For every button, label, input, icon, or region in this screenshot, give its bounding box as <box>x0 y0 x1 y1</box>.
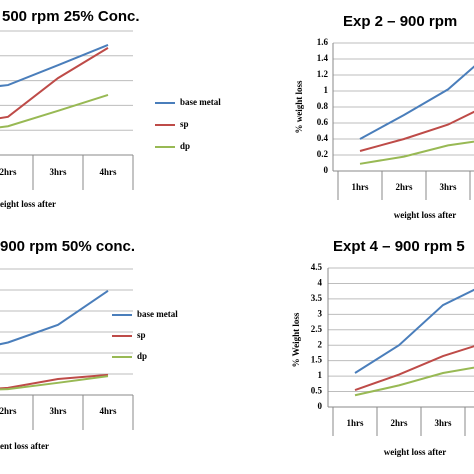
y-tick-label: 0.8 <box>317 101 329 111</box>
series-line <box>354 366 474 397</box>
series-line <box>359 140 474 165</box>
y-tick-label: 2.5 <box>311 324 323 334</box>
chart-title: 900 rpm 50% conc. <box>0 238 135 255</box>
series-line <box>0 94 109 129</box>
legend-label: dp <box>180 141 190 151</box>
y-tick-label: 1.6 <box>317 37 329 47</box>
charts: 500 rpm 25% Conc. 0 0.5 1 1.5 2 2.5 1hrs 2hrs 3hr… <box>0 8 474 457</box>
y-tick-label: 1 <box>318 370 323 380</box>
y-tick-label: 0.5 <box>311 386 323 396</box>
x-tick-label: 2hrs <box>0 406 17 416</box>
series-line <box>0 373 109 390</box>
legend-label: dp <box>137 351 147 361</box>
x-tick-label: 4hrs <box>99 406 117 416</box>
y-tick-label: 1 <box>324 85 329 95</box>
y-tick-label: 3 <box>318 308 323 318</box>
x-tick-label: 3hrs <box>49 167 67 177</box>
x-tick-label: 2hrs <box>395 182 413 192</box>
legend-label: sp <box>137 330 146 340</box>
y-tick-label: 3.5 <box>311 293 323 303</box>
legend-label: sp <box>180 119 189 129</box>
y-tick-label: 0.2 <box>317 149 329 159</box>
chart-title: Expt 4 – 900 rpm 5 <box>333 238 465 255</box>
x-tick-label: 1hrs <box>351 182 369 192</box>
x-tick-label: 3hrs <box>434 418 452 428</box>
legend-label: base metal <box>180 97 221 107</box>
y-axis-label: % Weight loss <box>291 312 301 367</box>
y-axis-label: % weight loss <box>294 80 304 134</box>
series-line <box>0 375 109 391</box>
x-tick-label: 4hrs <box>99 167 117 177</box>
y-tick-label: 1.4 <box>317 53 329 63</box>
series-line <box>354 288 474 374</box>
series-line <box>354 345 474 391</box>
y-tick-label: 1.2 <box>317 69 329 79</box>
y-tick-label: 4.5 <box>311 262 323 272</box>
x-axis-label: weight loss after <box>384 447 447 457</box>
y-tick-label: 0.4 <box>317 133 329 143</box>
x-tick-label: 2hrs <box>390 418 408 428</box>
y-tick-label: 4 <box>318 278 323 288</box>
series-line <box>0 43 109 87</box>
x-axis-label: ent loss after <box>0 441 49 451</box>
chart-title: Exp 2 – 900 rpm <box>343 13 457 30</box>
series-line <box>359 110 474 152</box>
x-axis-label: weight loss after <box>394 210 457 220</box>
chart-title: 500 rpm 25% Conc. <box>2 8 140 25</box>
x-tick-label: 1hrs <box>346 418 364 428</box>
x-tick-label: 3hrs <box>49 406 67 416</box>
x-tick-label: 3hrs <box>439 182 457 192</box>
x-tick-label: 2hrs <box>0 167 17 177</box>
series-line <box>359 65 474 140</box>
x-axis-label: eight loss after <box>0 199 56 209</box>
y-tick-label: 1.5 <box>311 355 323 365</box>
series-line <box>0 47 109 120</box>
y-tick-label: 0 <box>324 165 329 175</box>
series-line <box>0 290 109 346</box>
legend-label: base metal <box>137 309 178 319</box>
y-tick-label: 0 <box>318 401 323 411</box>
y-tick-label: 2 <box>318 339 323 349</box>
y-tick-label: 0.6 <box>317 117 329 127</box>
